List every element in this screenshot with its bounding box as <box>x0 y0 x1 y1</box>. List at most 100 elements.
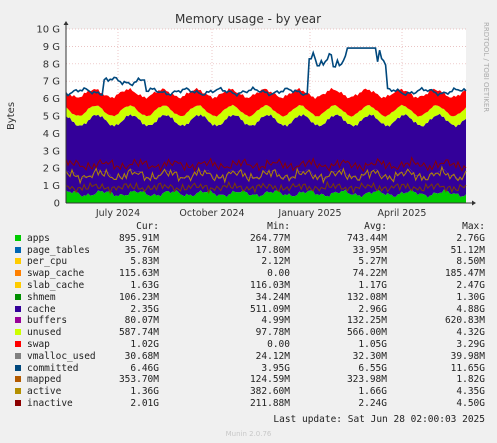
area-unused <box>66 104 466 128</box>
header-max: Max: <box>462 221 485 232</box>
legend-swatch <box>15 399 21 406</box>
legend-cur: 115.63M <box>118 268 159 280</box>
legend-name: per_cpu <box>27 256 68 268</box>
legend-name: inactive <box>27 397 73 409</box>
legend-max: 51.12M <box>450 244 485 256</box>
x-tick-label: April 2025 <box>378 208 427 219</box>
legend: Cur: Min: Avg: Max: apps 895.91M 264.77M 74… <box>0 221 497 410</box>
legend-cur: 1.63G <box>130 279 159 291</box>
legend-cur: 587.74M <box>118 327 159 339</box>
legend-swatch <box>15 305 21 312</box>
legend-swatch <box>15 340 21 347</box>
legend-min: 382.60M <box>249 386 290 398</box>
legend-swatch <box>15 293 21 300</box>
y-tick-label: 8 G <box>43 59 60 70</box>
header-cur: Cur: <box>136 221 159 232</box>
line-mapped <box>65 180 467 195</box>
y-tick-label: 5 G <box>43 112 60 123</box>
legend-swatch <box>15 317 21 324</box>
legend-max: 620.83M <box>444 315 485 327</box>
legend-min: 211.88M <box>249 397 290 409</box>
memory-chart: Memory usage - by year Bytes RRDTOOL / TOB… <box>6 12 490 219</box>
legend-row-slab-cache: slab_cache 1.63G 116.03M 1.17G 2.47G <box>0 280 497 292</box>
y-tick-label: 6 G <box>43 94 60 105</box>
legend-name: swap <box>27 338 50 350</box>
y-axis-arrow <box>63 21 69 25</box>
legend-avg: 743.44M <box>346 232 387 244</box>
legend-max: 1.30G <box>456 291 485 303</box>
x-tick-label: January 2025 <box>277 208 341 219</box>
legend-row-shmem: shmem 106.23M 34.24M 132.08M 1.30G <box>0 292 497 304</box>
legend-swatch <box>15 388 21 395</box>
legend-avg: 1.17G <box>358 279 387 291</box>
legend-swatch <box>15 258 21 265</box>
header-min: Min: <box>267 221 290 232</box>
line-active <box>65 165 467 185</box>
line-inactive <box>65 156 467 173</box>
legend-max: 11.65G <box>450 362 485 374</box>
legend-row-vmalloc-used: vmalloc_used 30.68M 24.12M 32.30M 39.98M <box>0 351 497 363</box>
area-apps <box>66 189 466 203</box>
legend-max: 4.50G <box>456 397 485 409</box>
y-tick-label: 9 G <box>43 42 60 53</box>
legend-swatch <box>15 329 21 336</box>
legend-avg: 32.30M <box>352 350 387 362</box>
legend-avg: 2.96G <box>358 303 387 315</box>
legend-avg: 2.24G <box>358 397 387 409</box>
legend-cur: 1.02G <box>130 338 159 350</box>
area-cache <box>66 113 466 181</box>
rrdtool-watermark: RRDTOOL / TOBI OETIKER <box>482 22 490 112</box>
legend-cur: 6.46G <box>130 362 159 374</box>
legend-name: swap_cache <box>27 268 85 280</box>
legend-name: committed <box>27 362 79 374</box>
legend-avg: 132.25M <box>346 315 387 327</box>
legend-cur: 353.70M <box>118 374 159 386</box>
legend-row-unused: unused 587.74M 97.78M 566.00M 4.32G <box>0 327 497 339</box>
legend-name: slab_cache <box>27 279 85 291</box>
legend-cur: 80.07M <box>124 315 159 327</box>
legend-cur: 35.76M <box>124 244 159 256</box>
legend-cur: 5.83M <box>130 256 159 268</box>
legend-avg: 132.08M <box>346 291 387 303</box>
x-tick-label: October 2024 <box>179 208 244 219</box>
legend-max: 2.47G <box>456 279 485 291</box>
legend-header: Cur: Min: Avg: Max: <box>0 221 497 233</box>
legend-row-committed: committed 6.46G 3.95G 6.55G 11.65G <box>0 363 497 375</box>
legend-cur: 106.23M <box>118 291 159 303</box>
legend-max: 2.76G <box>456 232 485 244</box>
y-tick-label: 7 G <box>43 77 60 88</box>
legend-min: 511.09M <box>249 303 290 315</box>
legend-cur: 895.91M <box>118 232 159 244</box>
legend-name: vmalloc_used <box>27 350 96 362</box>
y-tick-label: 3 G <box>43 146 60 157</box>
header-avg: Avg: <box>364 221 387 232</box>
legend-cur: 30.68M <box>124 350 159 362</box>
legend-name: page_tables <box>27 244 90 256</box>
x-tick-label: July 2024 <box>95 208 140 219</box>
y-tick-label: 0 <box>54 199 60 210</box>
legend-avg: 1.66G <box>358 386 387 398</box>
legend-swatch <box>15 270 21 277</box>
legend-row-apps: apps 895.91M 264.77M 743.44M 2.76G <box>0 233 497 245</box>
x-axis-arrow <box>472 200 476 206</box>
legend-max: 4.88G <box>456 303 485 315</box>
y-tick-label: 4 G <box>43 129 60 140</box>
y-tick-label: 2 G <box>43 164 60 175</box>
legend-min: 34.24M <box>255 291 290 303</box>
legend-swatch <box>15 376 21 383</box>
legend-avg: 323.98M <box>346 374 387 386</box>
legend-avg: 33.95M <box>352 244 387 256</box>
legend-min: 0.00 <box>267 268 290 280</box>
legend-name: mapped <box>27 374 62 386</box>
legend-swatch <box>15 364 21 371</box>
legend-min: 124.59M <box>249 374 290 386</box>
legend-row-active: active 1.36G 382.60M 1.66G 4.35G <box>0 386 497 398</box>
legend-swatch <box>15 352 21 359</box>
legend-avg: 5.27M <box>358 256 387 268</box>
munin-version: Munin 2.0.76 <box>225 430 272 438</box>
legend-swatch <box>15 281 21 288</box>
legend-max: 185.47M <box>444 268 485 280</box>
legend-min: 264.77M <box>249 232 290 244</box>
legend-min: 24.12M <box>255 350 290 362</box>
legend-min: 97.78M <box>255 327 290 339</box>
